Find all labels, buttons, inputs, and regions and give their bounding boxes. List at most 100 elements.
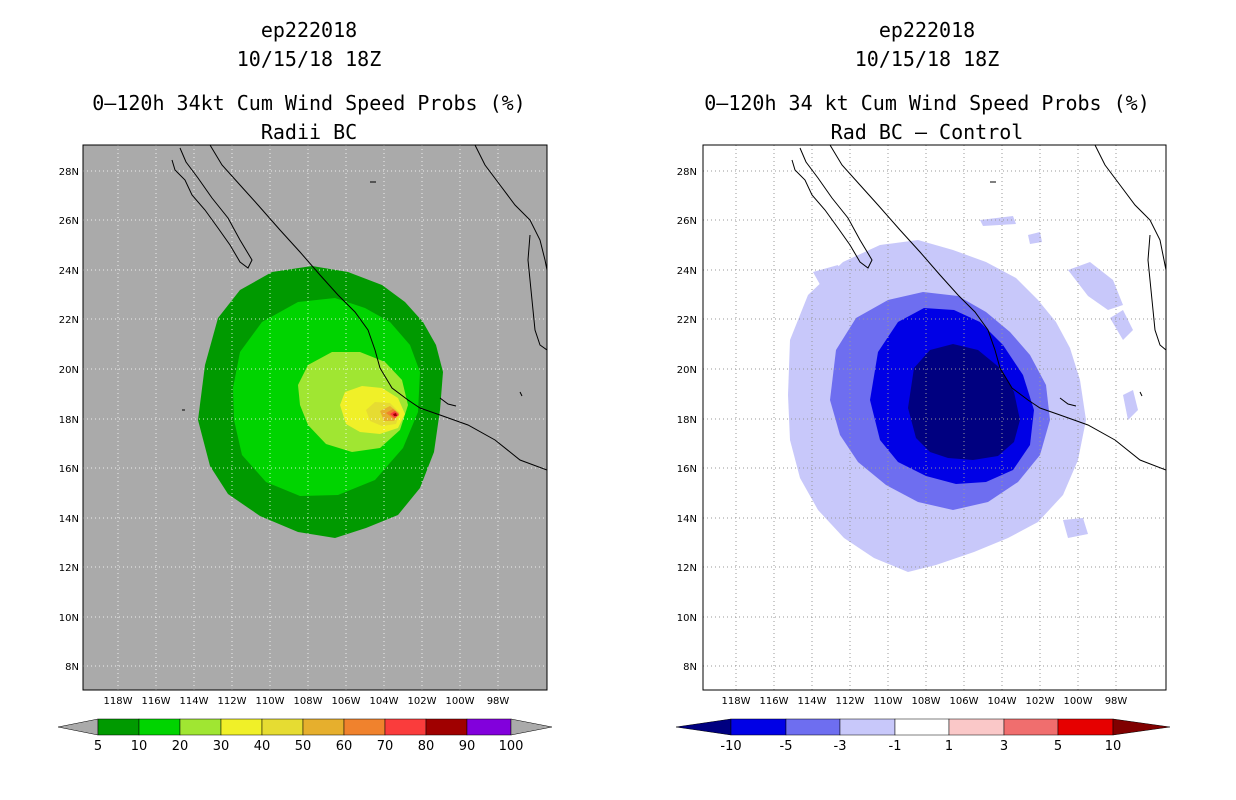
lon-label-118w: 118W <box>722 696 751 707</box>
lon-label-102w: 102W <box>408 696 437 707</box>
right-subtitle: Rad BC – Control <box>830 120 1024 144</box>
diff-contour-minus1-blob-b <box>1068 262 1123 310</box>
cb-label-50: 50 <box>295 739 312 754</box>
diff-contour-minus1-blob-d <box>980 216 1016 226</box>
lon-label-116w: 116W <box>760 696 789 707</box>
lon-label-112w: 112W <box>218 696 247 707</box>
lon-label-108w: 108W <box>294 696 323 707</box>
colorbar-swatch-90-100 <box>466 718 512 736</box>
colorbar-swatch-1-3 <box>948 718 1005 736</box>
cb-label-5: 5 <box>94 739 102 754</box>
left-subtitle: Radii BC <box>260 120 358 144</box>
colorbar-swatch-minus3-minus1 <box>839 718 896 736</box>
lat-label-12n: 12N <box>677 563 697 574</box>
lat-label-20n: 20N <box>677 365 697 376</box>
right-lat-labels: 8N 10N 12N 14N 16N 18N 20N 22N 24N 26N 2… <box>677 167 697 673</box>
lat-label-28n: 28N <box>59 167 79 178</box>
diff-contour-minus1-blob-a <box>813 265 843 290</box>
colorbar-swatch-30-40 <box>220 718 263 736</box>
colorbar-swatch-minus1-1 <box>894 718 950 736</box>
lat-label-14n: 14N <box>59 514 79 525</box>
lon-label-116w: 116W <box>142 696 171 707</box>
colorbar-swatch-10-20 <box>138 718 181 736</box>
left-title: 0–120h 34kt Cum Wind Speed Probs (%) <box>92 91 526 115</box>
colorbar-swatch-40-50 <box>261 718 304 736</box>
lat-label-8n: 8N <box>65 662 79 673</box>
lon-label-112w: 112W <box>836 696 865 707</box>
colorbar-swatch-3-5 <box>1003 718 1059 736</box>
right-colorbar <box>675 718 1171 736</box>
lat-label-8n: 8N <box>683 662 697 673</box>
right-map-panel: ep222018 10/15/18 18Z 0–120h 34 kt Cum W… <box>618 0 1236 800</box>
cb-label-90: 90 <box>459 739 476 754</box>
cb-label-minus1: -1 <box>889 739 902 754</box>
left-datetime: 10/15/18 18Z <box>236 47 382 71</box>
lat-label-26n: 26N <box>59 216 79 227</box>
colorbar-swatch-5-10 <box>97 718 140 736</box>
lon-label-106w: 106W <box>950 696 979 707</box>
lon-label-110w: 110W <box>256 696 285 707</box>
lon-label-100w: 100W <box>446 696 475 707</box>
left-lon-labels: 118W 116W 114W 112W 110W 108W 106W 104W … <box>104 696 510 707</box>
cb-label-10: 10 <box>1105 739 1122 754</box>
lat-label-20n: 20N <box>59 365 79 376</box>
lon-label-106w: 106W <box>332 696 361 707</box>
cb-label-70: 70 <box>377 739 394 754</box>
lat-label-18n: 18N <box>677 415 697 426</box>
lon-label-100w: 100W <box>1064 696 1093 707</box>
lat-label-10n: 10N <box>59 613 79 624</box>
left-map: 8N 10N 12N 14N 16N 18N 20N 22N 24N 26N 2… <box>57 144 553 754</box>
cb-label-10: 10 <box>131 739 148 754</box>
lon-label-110w: 110W <box>874 696 903 707</box>
lat-label-14n: 14N <box>677 514 697 525</box>
cb-label-20: 20 <box>172 739 189 754</box>
right-map: 8N 10N 12N 14N 16N 18N 20N 22N 24N 26N 2… <box>675 144 1171 754</box>
left-coastlines <box>171 145 547 471</box>
cb-label-30: 30 <box>213 739 230 754</box>
lat-label-28n: 28N <box>677 167 697 178</box>
lat-label-10n: 10N <box>677 613 697 624</box>
cb-label-minus10: -10 <box>720 739 741 754</box>
colorbar-swatch-50-60 <box>302 718 345 736</box>
diff-contour-minus1-blob-e <box>1028 232 1042 244</box>
lon-label-102w: 102W <box>1026 696 1055 707</box>
cb-label-100: 100 <box>499 739 524 754</box>
right-storm-id: ep222018 <box>878 18 976 42</box>
colorbar-swatch-70-80 <box>384 718 427 736</box>
lon-label-108w: 108W <box>912 696 941 707</box>
lat-label-18n: 18N <box>59 415 79 426</box>
colorbar-swatch-minus10-minus5 <box>730 718 787 736</box>
lon-label-118w: 118W <box>104 696 133 707</box>
colorbar-swatch-minus5-minus3 <box>785 718 841 736</box>
cb-label-80: 80 <box>418 739 435 754</box>
colorbar-right-arrow <box>510 718 553 736</box>
left-colorbar-labels: 5 10 20 30 40 50 60 70 80 90 100 <box>94 739 524 754</box>
diff-contour-minus1-blob-g <box>1123 390 1138 420</box>
lon-label-114w: 114W <box>798 696 827 707</box>
lat-label-24n: 24N <box>59 266 79 277</box>
lat-label-16n: 16N <box>59 464 79 475</box>
right-map-frame <box>702 144 1167 691</box>
diff-contour-minus1-blob-f <box>1063 518 1088 538</box>
colorbar-left-arrow <box>675 718 732 736</box>
right-coastlines <box>791 145 1166 471</box>
lon-label-104w: 104W <box>988 696 1017 707</box>
colorbar-left-arrow <box>57 718 99 736</box>
lat-label-12n: 12N <box>59 563 79 574</box>
cb-label-minus3: -3 <box>834 739 847 754</box>
colorbar-right-arrow <box>1112 718 1171 736</box>
right-title: 0–120h 34 kt Cum Wind Speed Probs (%) <box>704 91 1150 115</box>
lat-label-22n: 22N <box>59 315 79 326</box>
colorbar-swatch-20-30 <box>179 718 222 736</box>
right-lon-labels: 118W 116W 114W 112W 110W 108W 106W 104W … <box>722 696 1128 707</box>
prob-contour-80 <box>393 413 397 416</box>
left-storm-id: ep222018 <box>260 18 358 42</box>
right-colorbar-labels: -10 -5 -3 -1 1 3 5 10 <box>720 739 1121 754</box>
cb-label-3: 3 <box>1000 739 1008 754</box>
lat-label-22n: 22N <box>677 315 697 326</box>
lon-label-114w: 114W <box>180 696 209 707</box>
right-gridlines <box>703 145 1166 690</box>
colorbar-swatch-80-90 <box>425 718 468 736</box>
left-map-frame <box>82 144 548 691</box>
colorbar-swatch-5-10 <box>1057 718 1114 736</box>
